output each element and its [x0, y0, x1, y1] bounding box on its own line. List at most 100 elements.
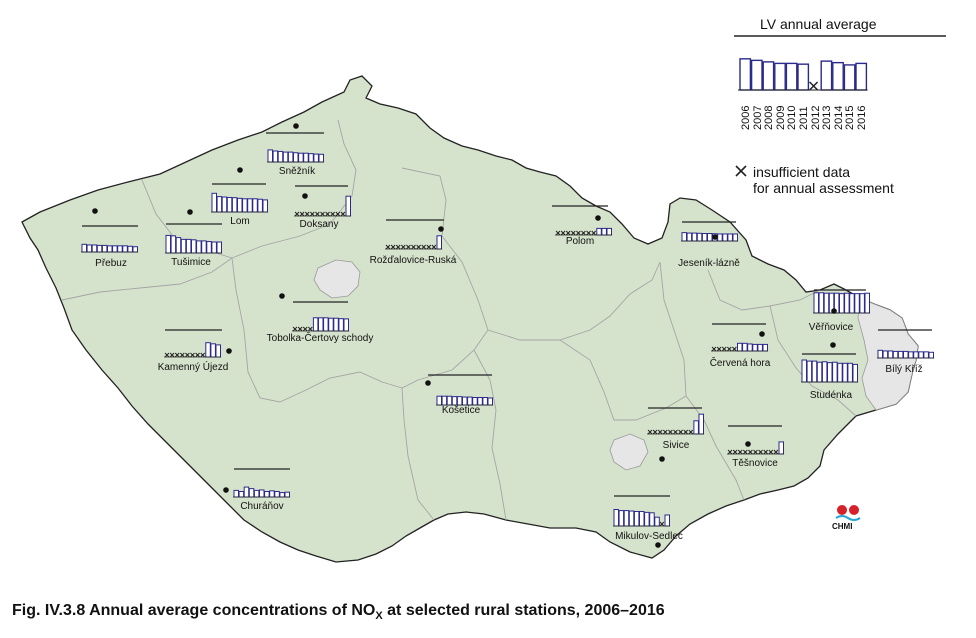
station-bar — [859, 293, 865, 314]
station-chart — [223, 468, 291, 498]
station-bar — [601, 227, 607, 236]
missing-data-marker — [390, 244, 396, 250]
missing-data-marker — [164, 352, 170, 358]
missing-data-marker — [565, 230, 571, 236]
station-bar — [293, 152, 299, 163]
station-label: Jeseník-lázně — [678, 258, 740, 269]
legend-bar — [750, 59, 763, 91]
missing-data-marker — [340, 211, 346, 217]
missing-data-marker — [591, 230, 597, 236]
station-bar — [345, 195, 351, 217]
station-bar — [238, 491, 245, 498]
station-bar — [487, 397, 493, 406]
station-bar — [231, 197, 238, 213]
missing-data-marker — [179, 352, 185, 358]
station-bar — [693, 420, 699, 435]
station-bar — [801, 359, 807, 383]
station-bar — [816, 361, 823, 383]
missing-data-marker — [190, 352, 195, 358]
legend-bar — [762, 61, 775, 91]
station-location-dot — [92, 208, 98, 214]
station-charts — [81, 123, 935, 548]
station-bar — [701, 233, 708, 242]
station-bar — [132, 246, 138, 253]
missing-data-marker — [299, 211, 305, 217]
station-label: Churáňov — [240, 501, 284, 512]
missing-data-marker — [768, 449, 774, 455]
station-chart — [613, 495, 671, 548]
legend-year-label: 2008 — [763, 105, 776, 130]
missing-data-marker — [711, 346, 717, 352]
station-bar — [165, 234, 171, 254]
station-bar — [681, 232, 687, 242]
brno-region — [609, 433, 649, 471]
station-bar — [318, 153, 324, 163]
missing-data-marker — [294, 211, 300, 217]
station-location-dot — [302, 193, 308, 199]
station-chart — [164, 329, 232, 358]
legend-bar-chart — [738, 58, 868, 91]
station-bar — [215, 344, 221, 358]
missing-data-marker — [662, 429, 668, 435]
missing-data-marker — [330, 211, 336, 217]
station-bar — [252, 198, 258, 213]
missing-data-marker — [726, 346, 732, 352]
station-bar — [664, 514, 670, 527]
station-bar — [892, 350, 899, 359]
missing-data-marker — [581, 230, 586, 236]
station-bar — [210, 343, 216, 358]
station-chart — [266, 123, 325, 163]
station-bar — [446, 395, 453, 406]
legend-missing-marker — [809, 81, 819, 91]
station-location-dot — [659, 456, 665, 462]
station-bar — [107, 245, 113, 253]
station-bar — [279, 492, 285, 498]
station-bar — [707, 233, 713, 242]
station-bar — [903, 350, 909, 359]
station-bar — [262, 199, 268, 213]
station-bar — [191, 239, 197, 254]
station-location-dot — [655, 542, 661, 548]
missing-data-marker — [309, 211, 315, 217]
missing-data-marker — [307, 326, 313, 332]
station-bar — [742, 342, 748, 352]
station-label: Tušimice — [171, 257, 211, 268]
legend-bar — [855, 62, 868, 91]
missing-data-marker — [416, 244, 421, 250]
missing-data-marker — [716, 346, 722, 352]
station-bar — [628, 510, 635, 527]
station-location-dot — [226, 348, 232, 354]
station-bar — [839, 293, 845, 314]
station-chart — [727, 425, 785, 455]
legend-bar — [774, 62, 786, 91]
station-bar — [253, 489, 260, 498]
station-bar — [913, 351, 919, 359]
missing-data-marker — [200, 352, 206, 358]
station-bar — [847, 362, 853, 383]
station-bar — [752, 343, 758, 352]
station-chart — [681, 221, 739, 242]
legend-note-line1: insufficient data — [753, 164, 851, 180]
missing-data-marker — [169, 352, 175, 358]
missing-data-marker — [657, 429, 663, 435]
station-label: Mikulov-Sedlec — [615, 531, 683, 542]
station-bar — [757, 343, 763, 352]
missing-data-marker — [400, 244, 406, 250]
station-bar — [287, 151, 294, 163]
station-chart — [813, 289, 871, 314]
missing-data-marker — [315, 211, 320, 217]
station-bar — [696, 232, 703, 242]
legend-bar — [739, 58, 752, 91]
station-label: Přebuz — [95, 258, 127, 269]
station-bar — [467, 396, 473, 406]
station-label: Červená hora — [709, 358, 771, 369]
legend-bar — [797, 63, 810, 91]
station-bar — [284, 491, 290, 498]
station-bar — [436, 235, 442, 250]
station-bar — [633, 510, 640, 527]
station-location-dot — [425, 380, 431, 386]
station-bar — [854, 293, 860, 314]
station-bar — [456, 396, 463, 406]
station-bar — [644, 511, 650, 527]
